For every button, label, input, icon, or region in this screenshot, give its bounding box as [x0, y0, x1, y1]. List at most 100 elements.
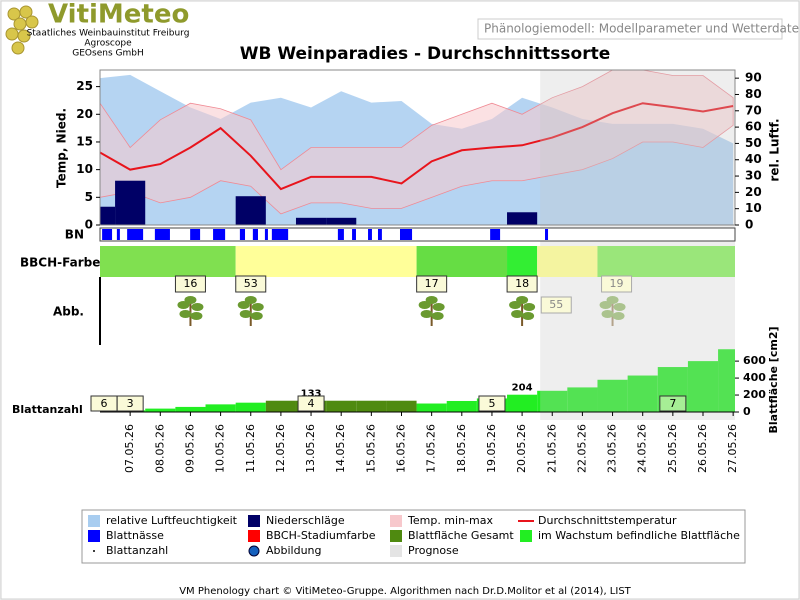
leaf-area-value-label: 133 [301, 389, 322, 400]
vine-leaf [606, 296, 619, 304]
legend-label: Blattnässe [106, 529, 164, 542]
leaf-area-growing-bar [235, 402, 266, 412]
bbch-stage-label: 19 [610, 277, 624, 290]
vine-leaf [511, 310, 524, 318]
leaf-count-box [659, 395, 687, 412]
bbch-stage-label: 18 [515, 277, 529, 290]
vine-leaf [250, 312, 263, 320]
vine-leaf [244, 296, 257, 304]
bbch-stage-box [235, 275, 267, 293]
y2-tick-label: 70 [745, 103, 762, 117]
x-tick-label: 09.05.26 [183, 424, 196, 473]
leaf-wetness-interval [368, 229, 372, 240]
vine-leaf [509, 301, 522, 309]
x-tick-label: 17.05.26 [425, 424, 438, 473]
leaf-area-value-label: 204 [512, 383, 533, 394]
temp-plot-border [99, 69, 736, 226]
vine-leaf [190, 312, 203, 320]
bbch-stage-label: 16 [183, 277, 197, 290]
x-tick-label: 14.05.26 [334, 424, 347, 473]
vine-icon [177, 296, 204, 326]
vine-leaf [425, 296, 438, 304]
leaf-area-growing-bar [145, 408, 176, 412]
x-tick-label: 25.05.26 [666, 424, 679, 473]
leaf-area-growing-bar [175, 406, 206, 412]
vine-leaf [237, 301, 250, 309]
bbch-segment [507, 246, 538, 277]
bbch-segment [537, 246, 598, 277]
x-tick-label: 11.05.26 [244, 424, 257, 473]
legend-swatch [248, 545, 260, 557]
vine-leaf [613, 303, 626, 311]
legend-swatch [390, 530, 402, 542]
leaf-count-value: 5 [488, 397, 495, 410]
leaf-area-growing-bar [687, 361, 719, 412]
x-tick-label: 20.05.26 [515, 424, 528, 473]
vine-leaf [251, 303, 264, 311]
vine-icon [599, 296, 626, 326]
logo: VitiMeteo [48, 0, 189, 30]
leaf-count-value: 4 [308, 397, 315, 410]
bbch-segment [416, 246, 508, 277]
institute: Staatliches Weinbauinstitut Freiburg [27, 29, 190, 39]
y3-tick-label: 400 [743, 371, 766, 384]
leaf-count-value: 7 [669, 397, 676, 410]
bbch-stage-box [174, 275, 206, 293]
x-tick-label: 16.05.26 [395, 424, 408, 473]
vine-leaf [432, 303, 445, 311]
forecast-overlay [540, 70, 735, 420]
x-tick-label: 19.05.26 [485, 424, 498, 473]
leaf-wetness-interval [102, 229, 113, 240]
leaf-wetness-interval [264, 229, 268, 240]
legend-swatch [390, 515, 402, 527]
vine-icon [418, 296, 445, 326]
leaf-count-label: Blattanzahl [12, 403, 83, 416]
y3-tick-label: 200 [743, 388, 766, 401]
y2-tick-label: 50 [745, 136, 762, 150]
y-tick-label: 20 [76, 107, 93, 121]
leaf-wetness-interval [127, 229, 144, 240]
leaf-area-growing-bar [597, 379, 628, 412]
y2-tick-label: 80 [745, 87, 762, 101]
legend-label: Blattfläche Gesamt [408, 529, 514, 542]
y2-tick-label: 0 [745, 218, 753, 232]
bbch-stage-box [601, 275, 633, 293]
precipitation-bar [100, 206, 116, 225]
leaf-wetness-interval [490, 229, 501, 240]
bbch-stage-label: 17 [425, 277, 439, 290]
leaf-wetness-interval [190, 229, 201, 240]
leaf-wetness-interval [337, 229, 344, 240]
vine-leaf [431, 312, 444, 320]
y3-tick-label: 0 [743, 405, 751, 418]
y2-tick-label: 10 [745, 201, 762, 215]
y-tick-label: 10 [76, 162, 93, 176]
bbch-label: BBCH-Farbe [20, 256, 100, 270]
y3-axis-label: Blattfläche [cm2] [767, 326, 780, 433]
x-tick-label: 13.05.26 [304, 424, 317, 473]
leaf-wetness-interval [154, 229, 170, 240]
x-tick-label: 10.05.26 [214, 424, 227, 473]
leaf-area-growing-bar [718, 349, 735, 412]
x-tick-label: 12.05.26 [274, 424, 287, 473]
logo-grapes [5, 5, 39, 55]
vine-leaf [599, 301, 612, 309]
temp-plot [100, 70, 735, 225]
leaf-wetness-interval [545, 229, 549, 240]
y-tick-label: 25 [76, 79, 93, 93]
x-tick-label: 08.05.26 [153, 424, 166, 473]
legend-label: im Wachstum befindliche Blattfläche [538, 529, 740, 542]
legend-swatch [390, 545, 402, 557]
legend-swatch [248, 530, 260, 542]
leaf-wetness-interval [377, 229, 382, 240]
vine-leaf [184, 296, 197, 304]
leaf-area-total-bar [386, 400, 417, 412]
vine-leaf [420, 310, 433, 318]
precipitation-bar [235, 196, 266, 225]
y3-tick-label: 600 [743, 354, 766, 367]
bbch-stage-label: 53 [244, 277, 258, 290]
tab[interactable] [477, 18, 783, 40]
leaf-wetness-interval [213, 229, 226, 240]
vine-leaf [239, 310, 252, 318]
leaf-area-total-bar [326, 400, 357, 412]
tab-label[interactable]: Phänologiemodell: Modellparameter und We… [484, 22, 800, 36]
